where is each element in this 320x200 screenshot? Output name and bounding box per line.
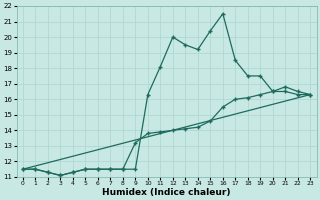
X-axis label: Humidex (Indice chaleur): Humidex (Indice chaleur) (102, 188, 231, 197)
